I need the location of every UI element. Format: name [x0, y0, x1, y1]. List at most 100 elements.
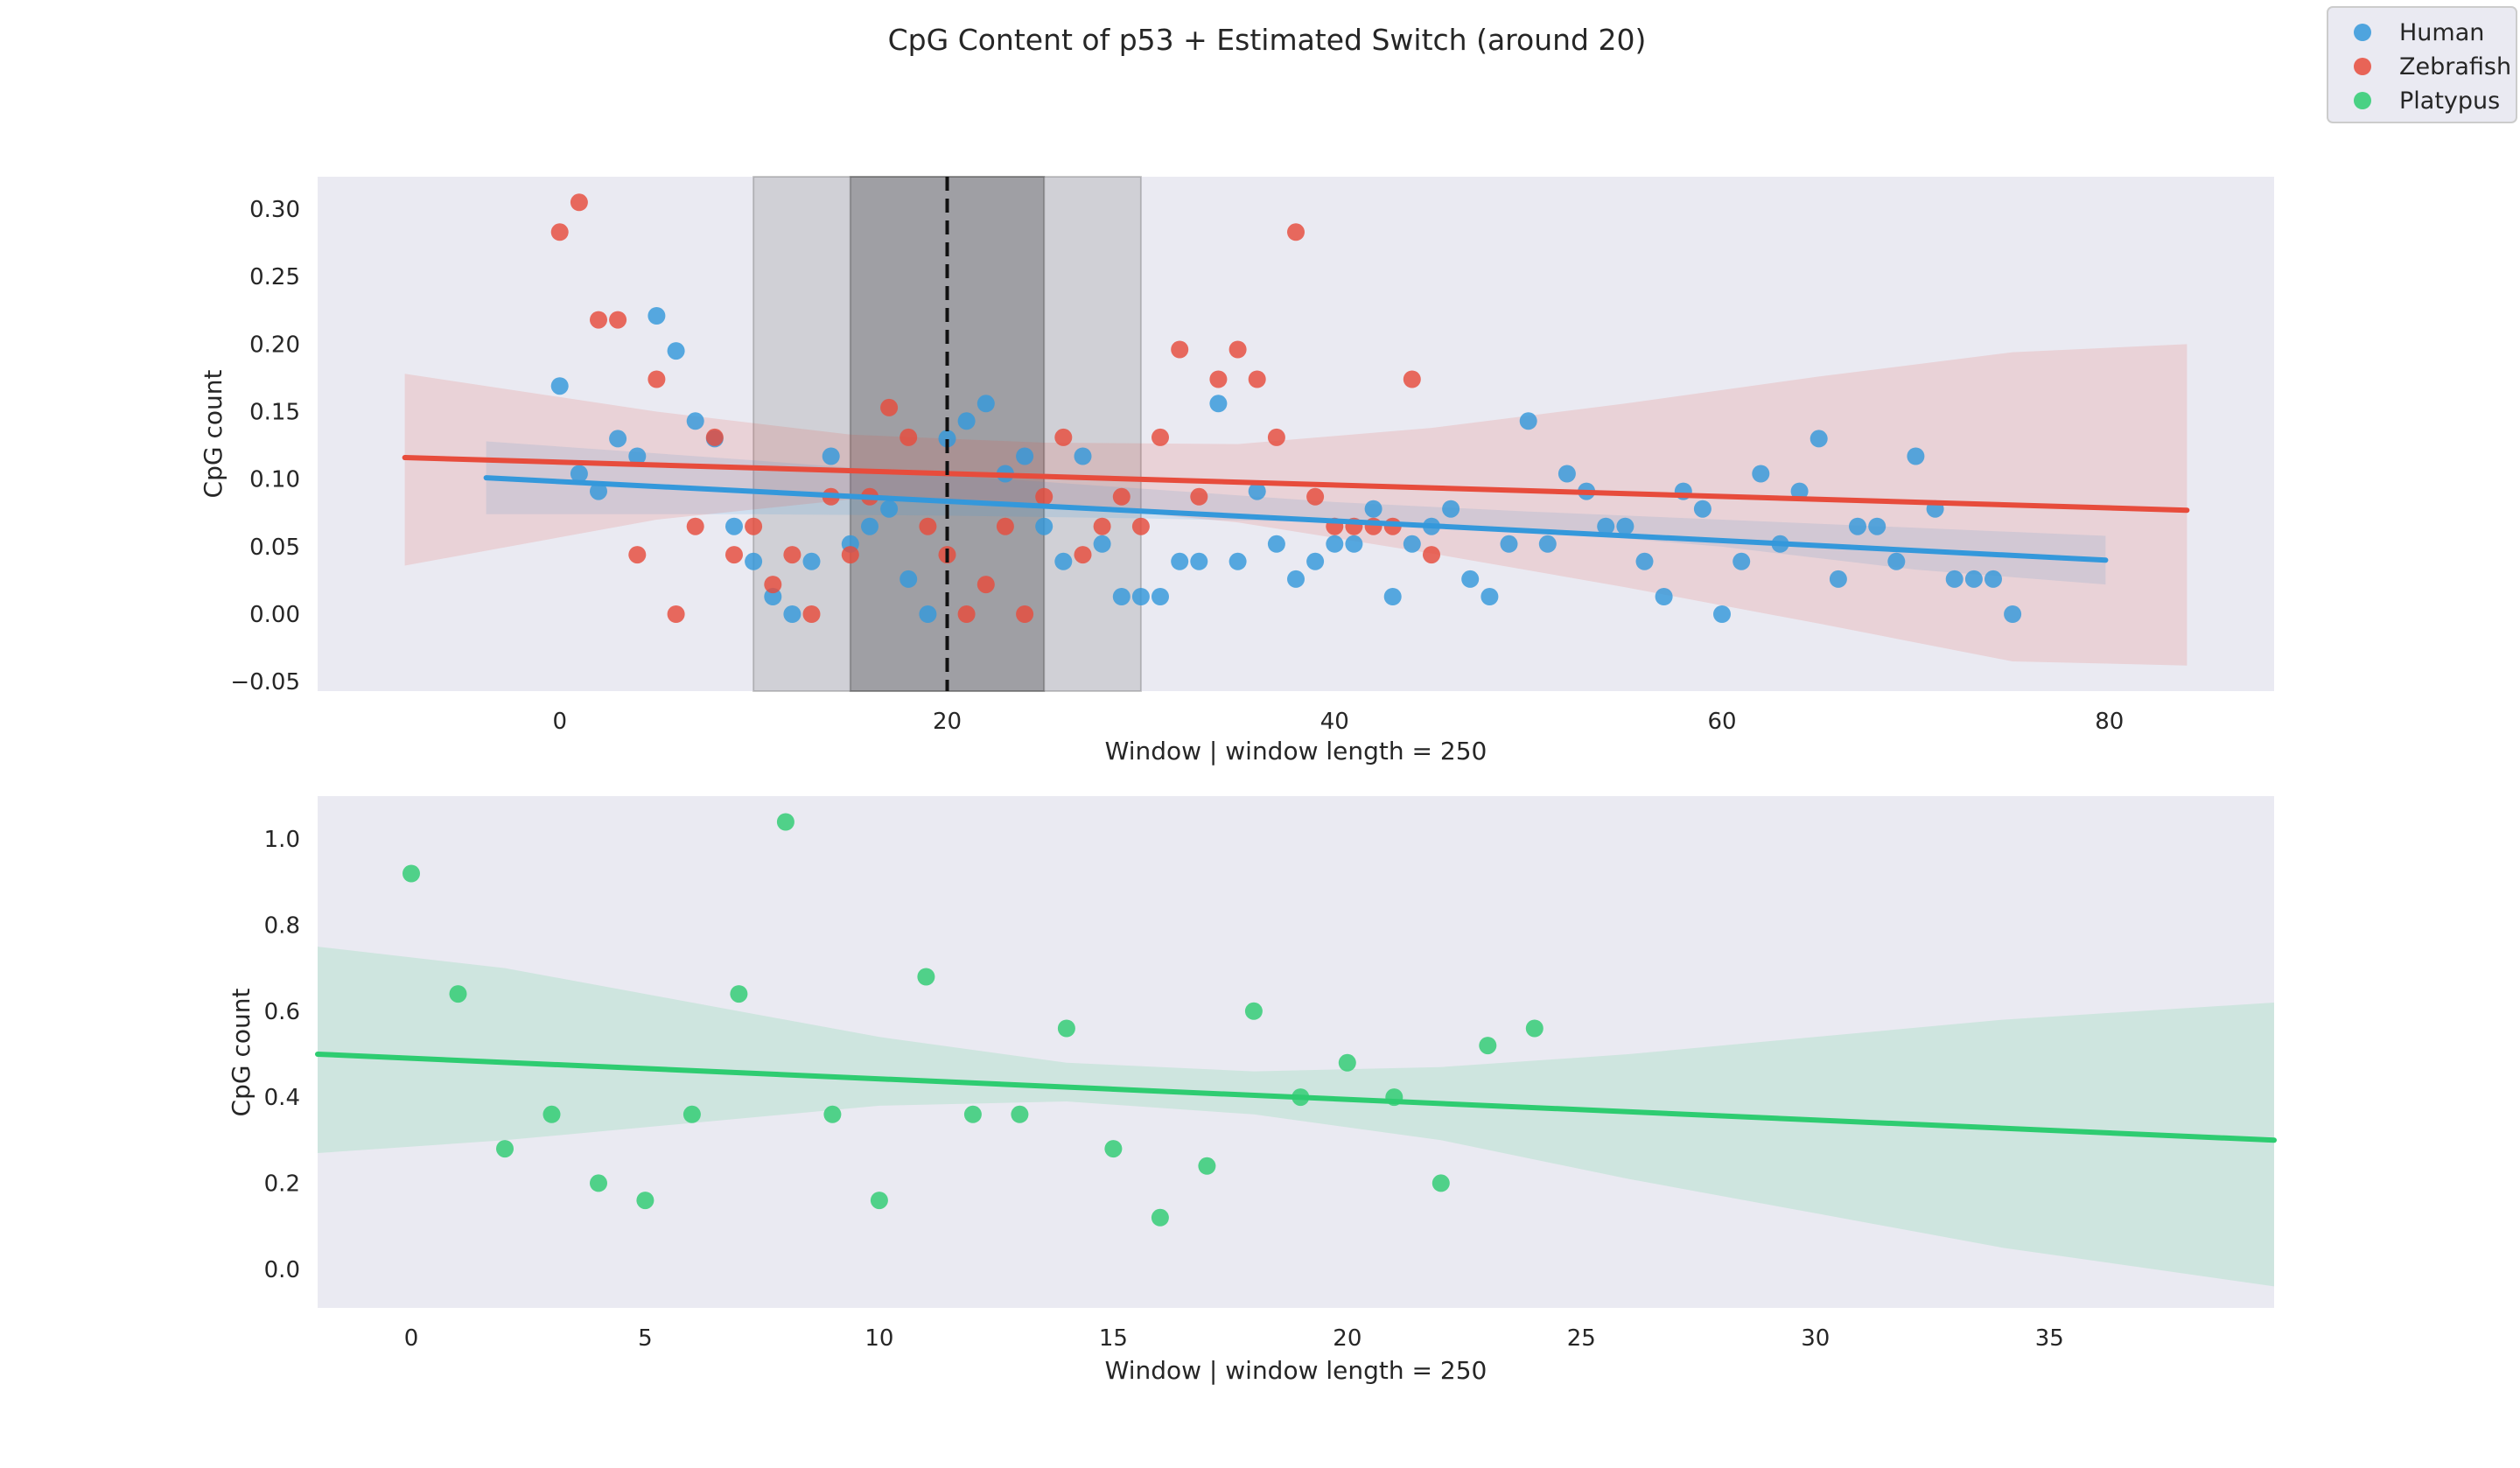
- human-point: [1500, 535, 1518, 553]
- zebrafish-point: [1016, 605, 1034, 623]
- platypus-point: [590, 1174, 607, 1192]
- ax2-xtick-label: 25: [1567, 1325, 1596, 1352]
- human-point: [1345, 535, 1363, 553]
- legend: Human Zebrafish Platypus: [2327, 6, 2517, 123]
- bottom-axes: Window | window length = 250 CpG count 0…: [227, 796, 2277, 1385]
- zebrafish-point: [745, 517, 763, 535]
- platypus-point: [542, 1105, 561, 1123]
- human-point: [1152, 588, 1169, 605]
- zebrafish-point: [1152, 428, 1169, 446]
- ax2-ytick-label: 0.2: [264, 1171, 300, 1197]
- ax2-ytick-label: 0.6: [264, 999, 300, 1025]
- ax2-xtick-label: 0: [404, 1325, 419, 1352]
- zebrafish-point: [1248, 370, 1266, 388]
- human-point: [802, 552, 821, 570]
- ax2-xtick-label: 20: [1333, 1325, 1362, 1352]
- zebrafish-point: [919, 517, 937, 535]
- zebrafish-point: [1112, 487, 1130, 506]
- ax2-xtick-label: 5: [638, 1325, 653, 1352]
- legend-label-zebrafish: Zebrafish: [2399, 53, 2511, 80]
- zebrafish-point: [996, 517, 1014, 535]
- human-point: [861, 517, 878, 535]
- ax2-xtick-label: 15: [1099, 1325, 1128, 1352]
- human-point: [1287, 570, 1305, 588]
- human-point: [1112, 588, 1130, 605]
- zebrafish-confidence-band: [404, 344, 2188, 666]
- ax1-xtick-label: 60: [1708, 709, 1737, 735]
- ax1-xtick-label: 40: [1320, 709, 1349, 735]
- zebrafish-point: [764, 576, 782, 594]
- human-point: [1887, 552, 1906, 570]
- human-point: [1945, 570, 1964, 588]
- human-point: [822, 447, 840, 465]
- ax1-ytick-label: 0.00: [249, 602, 300, 628]
- human-point: [648, 307, 666, 325]
- human-point: [938, 430, 956, 448]
- zebrafish-regression-line: [402, 455, 2190, 514]
- human-point: [880, 500, 899, 518]
- human-point: [919, 605, 937, 623]
- ax1-ytick-label: 0.15: [249, 400, 300, 426]
- zebrafish-point: [550, 223, 569, 241]
- legend-frame: [2327, 6, 2517, 123]
- ax2-xtick-label: 35: [2035, 1325, 2064, 1352]
- human-point: [1635, 552, 1654, 570]
- human-point: [1364, 500, 1382, 518]
- zebrafish-point: [802, 605, 821, 623]
- zebrafish-point: [628, 546, 647, 564]
- human-point: [1228, 552, 1247, 570]
- zebrafish-point: [1171, 340, 1189, 359]
- human-point: [1829, 570, 1847, 588]
- human-point: [550, 377, 569, 395]
- zebrafish-point: [1306, 487, 1325, 506]
- human-point: [1248, 482, 1266, 500]
- human-point: [1849, 517, 1866, 535]
- platypus-point: [1244, 1002, 1263, 1020]
- platypus-point: [1057, 1019, 1075, 1038]
- platypus-point: [963, 1105, 982, 1123]
- ax2-ytick-label: 0.0: [264, 1257, 300, 1283]
- platypus-point: [1432, 1174, 1450, 1192]
- ax1-ytick-label: 0.25: [249, 264, 300, 290]
- human-point: [1035, 517, 1054, 535]
- human-point: [1326, 535, 1344, 553]
- human-point: [1383, 588, 1402, 605]
- platypus-point: [1338, 1053, 1356, 1072]
- zebrafish-point: [1403, 370, 1421, 388]
- human-point: [1480, 588, 1499, 605]
- top-axes: Window | window length = 250 CpG count 0…: [199, 176, 2274, 765]
- human-point: [1558, 465, 1576, 483]
- human-point: [1655, 588, 1673, 605]
- zebrafish-point: [1035, 487, 1054, 506]
- platypus-point: [1479, 1037, 1497, 1055]
- zebrafish-point: [1074, 546, 1092, 564]
- legend-label-platypus: Platypus: [2399, 87, 2500, 115]
- human-point: [725, 517, 743, 535]
- platypus-point: [1151, 1208, 1169, 1227]
- platypus-confidence-band: [318, 947, 2274, 1287]
- human-point: [590, 482, 607, 500]
- human-point: [745, 552, 763, 570]
- human-point: [1519, 412, 1537, 430]
- zebrafish-point: [1093, 517, 1111, 535]
- platypus-point: [449, 985, 467, 1003]
- platypus-point: [402, 864, 420, 883]
- zebrafish-point: [1054, 428, 1073, 446]
- zebrafish-point: [1267, 428, 1285, 446]
- bottom-axes-xlabel: Window | window length = 250: [1105, 1356, 1488, 1385]
- human-point: [1752, 465, 1770, 483]
- platypus-point: [730, 985, 748, 1003]
- human-point: [2004, 605, 2022, 623]
- zebrafish-point: [1228, 340, 1247, 359]
- platypus-point: [1011, 1105, 1029, 1123]
- human-point: [957, 412, 976, 430]
- ax2-ytick-label: 1.0: [264, 827, 300, 853]
- platypus-regression-line: [315, 1051, 2277, 1143]
- ax2-ytick-label: 0.4: [264, 1085, 300, 1111]
- ax2-xtick-label: 10: [864, 1325, 893, 1352]
- zebrafish-point: [686, 517, 704, 535]
- human-point: [764, 588, 782, 605]
- ax2-xtick-label: 30: [1801, 1325, 1830, 1352]
- top-axes-background: [318, 177, 2274, 691]
